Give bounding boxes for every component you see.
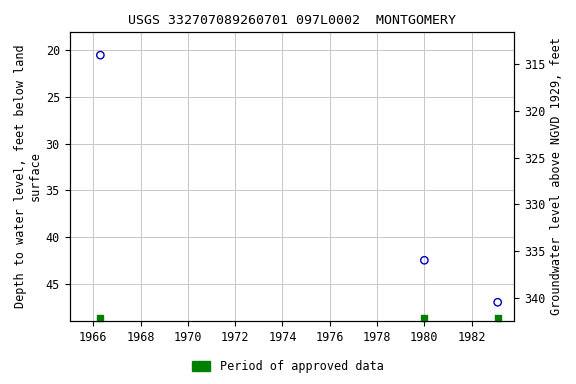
Point (420, 257, 429, 263)
Y-axis label: Depth to water level, feet below land
surface: Depth to water level, feet below land su… (13, 45, 41, 308)
Point (96, 315, 105, 321)
Y-axis label: Groundwater level above NGVD 1929, feet: Groundwater level above NGVD 1929, feet (550, 37, 563, 315)
Point (96, 52, 105, 58)
Point (493, 315, 502, 321)
Legend: Period of approved data: Period of approved data (188, 356, 388, 378)
Title: USGS 332707089260701 097L0002  MONTGOMERY: USGS 332707089260701 097L0002 MONTGOMERY (128, 13, 456, 26)
Point (493, 299, 502, 305)
Point (420, 315, 429, 321)
